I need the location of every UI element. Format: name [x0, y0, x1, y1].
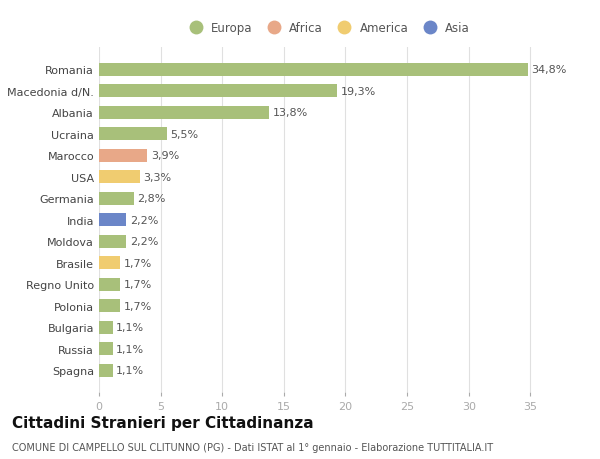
- Text: 1,7%: 1,7%: [124, 258, 152, 268]
- Text: 19,3%: 19,3%: [341, 87, 376, 97]
- Bar: [99, 364, 113, 377]
- Text: 1,7%: 1,7%: [124, 280, 152, 290]
- Bar: [99, 106, 269, 120]
- Text: 2,8%: 2,8%: [137, 194, 166, 204]
- Text: 3,3%: 3,3%: [143, 173, 172, 182]
- Bar: [99, 321, 113, 334]
- Text: 1,7%: 1,7%: [124, 301, 152, 311]
- Bar: [99, 64, 528, 77]
- Text: 2,2%: 2,2%: [130, 215, 158, 225]
- Text: 1,1%: 1,1%: [116, 344, 145, 354]
- Bar: [99, 192, 134, 205]
- Text: 13,8%: 13,8%: [273, 108, 308, 118]
- Text: 5,5%: 5,5%: [170, 129, 199, 140]
- Text: COMUNE DI CAMPELLO SUL CLITUNNO (PG) - Dati ISTAT al 1° gennaio - Elaborazione T: COMUNE DI CAMPELLO SUL CLITUNNO (PG) - D…: [12, 442, 493, 452]
- Text: Cittadini Stranieri per Cittadinanza: Cittadini Stranieri per Cittadinanza: [12, 415, 314, 431]
- Bar: [99, 150, 147, 162]
- Text: 3,9%: 3,9%: [151, 151, 179, 161]
- Bar: [99, 128, 167, 141]
- Legend: Europa, Africa, America, Asia: Europa, Africa, America, Asia: [182, 20, 472, 37]
- Bar: [99, 278, 120, 291]
- Bar: [99, 257, 120, 269]
- Bar: [99, 85, 337, 98]
- Bar: [99, 300, 120, 313]
- Text: 34,8%: 34,8%: [532, 65, 567, 75]
- Bar: [99, 235, 126, 248]
- Text: 1,1%: 1,1%: [116, 365, 145, 375]
- Bar: [99, 342, 113, 355]
- Text: 1,1%: 1,1%: [116, 323, 145, 332]
- Bar: [99, 214, 126, 227]
- Bar: [99, 171, 140, 184]
- Text: 2,2%: 2,2%: [130, 237, 158, 247]
